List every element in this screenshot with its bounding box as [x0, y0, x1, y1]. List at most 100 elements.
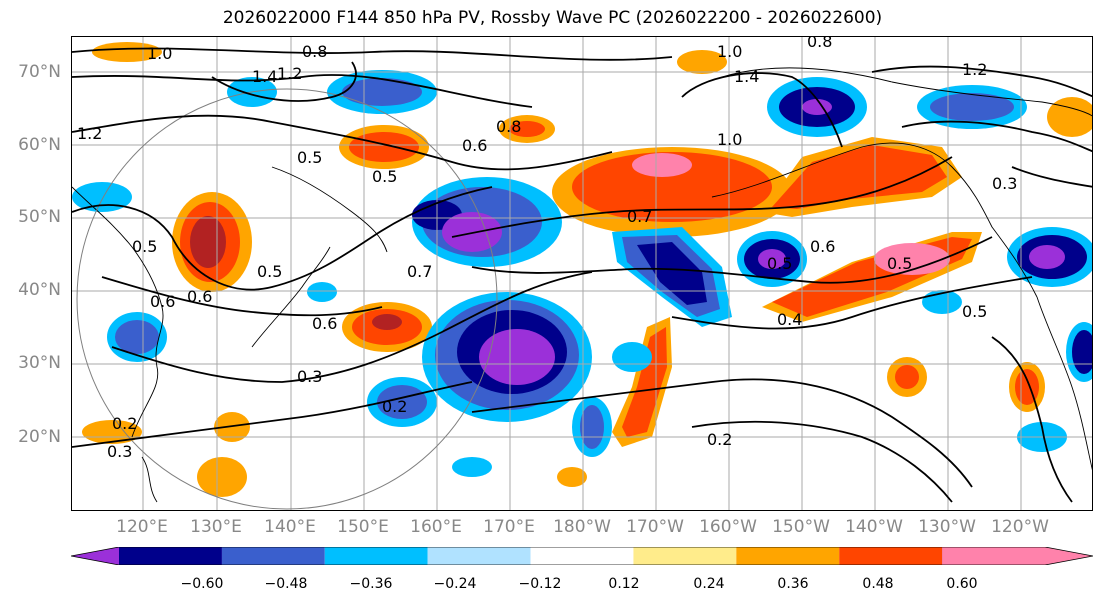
contour-labels: 1.0 0.8 1.4 1.2 1.2 0.8 0.5 0.5 0.6 0.7 … [77, 37, 1017, 461]
anomaly-blob [1072, 330, 1092, 374]
lat-label-20n: 20°N [18, 427, 61, 447]
pv-contour-line [871, 65, 1092, 98]
colorbar-tick: 0.12 [608, 576, 640, 592]
contour-label: 0.8 [302, 42, 327, 61]
anomaly-blob [632, 153, 692, 177]
colorbar-segments [71, 547, 1093, 565]
north-america-coastline [1036, 296, 1092, 471]
contour-label: 1.4 [734, 67, 759, 86]
pv-contour-line [72, 381, 473, 448]
anomaly-blob [1015, 369, 1039, 405]
alaska-coastline [711, 142, 1038, 298]
anomaly-blob [377, 385, 427, 419]
anomaly-blob [557, 467, 587, 487]
contour-label: 0.7 [407, 262, 432, 281]
colorbar-tick: 0.48 [862, 576, 894, 592]
lon-label-170w: 170°W [626, 517, 684, 537]
contour-label: 0.6 [810, 237, 835, 256]
pv-contour-line [101, 276, 383, 317]
lon-label-150w: 150°W [772, 517, 830, 537]
contour-label: 0.4 [777, 310, 802, 329]
anomaly-blob [758, 249, 786, 269]
contour-label: 0.2 [707, 430, 732, 449]
lat-label-30n: 30°N [18, 353, 61, 373]
lat-label-70n: 70°N [18, 62, 61, 82]
anomaly-blob [895, 365, 919, 389]
colorbar-segment [839, 547, 943, 565]
contour-label: 0.3 [992, 174, 1017, 193]
lon-label-130e: 130°E [190, 517, 242, 537]
map-title: 2026022000 F144 850 hPa PV, Rossby Wave … [222, 8, 883, 28]
colorbar-tick: −0.24 [433, 576, 477, 592]
contour-label: 0.5 [962, 302, 987, 321]
colorbar-tick: −0.12 [518, 576, 562, 592]
contour-label: 0.3 [297, 367, 322, 386]
colorbar-segment [633, 547, 737, 565]
graticule [72, 37, 1092, 510]
lon-label-140w: 140°W [845, 517, 903, 537]
pv-contour-line [72, 74, 533, 108]
lon-label-130w: 130°W [918, 517, 976, 537]
lat-label-40n: 40°N [18, 280, 61, 300]
coastlines [72, 67, 1092, 503]
contour-label: 0.5 [767, 254, 792, 273]
contour-label: 0.5 [297, 148, 322, 167]
colorbar [71, 547, 1093, 565]
anomaly-blob [82, 420, 142, 444]
contour-label: 1.2 [77, 124, 102, 143]
colorbar-segment [119, 547, 222, 565]
pv-contour-line [901, 120, 1092, 153]
pv-contour-line [451, 156, 953, 238]
contour-label: 0.8 [496, 117, 521, 136]
pv-contour-line [681, 72, 843, 148]
contour-label: 0.5 [257, 262, 282, 281]
contour-label: 0.6 [462, 136, 487, 155]
pv-contours [72, 47, 1092, 503]
anomaly-blob [612, 342, 652, 372]
colorbar-segment [942, 547, 1093, 565]
japan-coastline [251, 246, 331, 348]
anomaly-blob [115, 320, 159, 354]
contour-label: 0.2 [112, 414, 137, 433]
asia-coastline [72, 186, 164, 438]
colorbar-segment [221, 547, 325, 565]
pv-contour-line [1011, 166, 1092, 188]
lon-label-160e: 160°E [410, 517, 462, 537]
colorbar-tick: −0.60 [180, 576, 224, 592]
map-plot: 1.0 0.8 1.4 1.2 1.2 0.8 0.5 0.5 0.6 0.7 … [72, 37, 1092, 510]
anomaly-blob [442, 212, 502, 252]
lon-label-160w: 160°W [699, 517, 757, 537]
pv-contour-line [671, 276, 1033, 330]
anomaly-blob [677, 50, 727, 74]
anomaly-blob [772, 145, 947, 209]
pv-contour-line [211, 61, 357, 102]
anomaly-blob [190, 216, 226, 268]
anomaly-blob [637, 242, 707, 305]
lon-label-180w: 180°W [553, 517, 611, 537]
colorbar-tick: −0.36 [349, 576, 393, 592]
colorbar-tick: 0.60 [946, 576, 978, 592]
contour-label: 0.6 [150, 292, 175, 311]
anomaly-blob [92, 42, 162, 62]
anomaly-blob [72, 182, 132, 212]
lon-label-150e: 150°E [337, 517, 389, 537]
positive-anomaly-shading [82, 42, 1092, 497]
colorbar-segment [530, 547, 634, 565]
anomaly-blob [349, 132, 419, 162]
anomaly-blob [307, 282, 337, 302]
pv-contour-line [72, 47, 673, 61]
anomaly-blob [452, 457, 492, 477]
kamchatka-coastline [271, 166, 388, 253]
contour-label: 0.6 [187, 287, 212, 306]
contour-label: 1.0 [147, 44, 172, 63]
pv-contour-line [471, 378, 973, 488]
pv-contour-line [72, 186, 493, 291]
philippines-coastline [141, 456, 158, 503]
lat-label-60n: 60°N [18, 135, 61, 155]
map-panel: 1.0 0.8 1.4 1.2 1.2 0.8 0.5 0.5 0.6 0.7 … [71, 36, 1093, 511]
contour-label: 1.0 [717, 42, 742, 61]
contour-label: 1.2 [962, 60, 987, 79]
anomaly-blob [802, 99, 832, 115]
colorbar-segment [427, 547, 531, 565]
anomaly-blob [1047, 97, 1092, 137]
